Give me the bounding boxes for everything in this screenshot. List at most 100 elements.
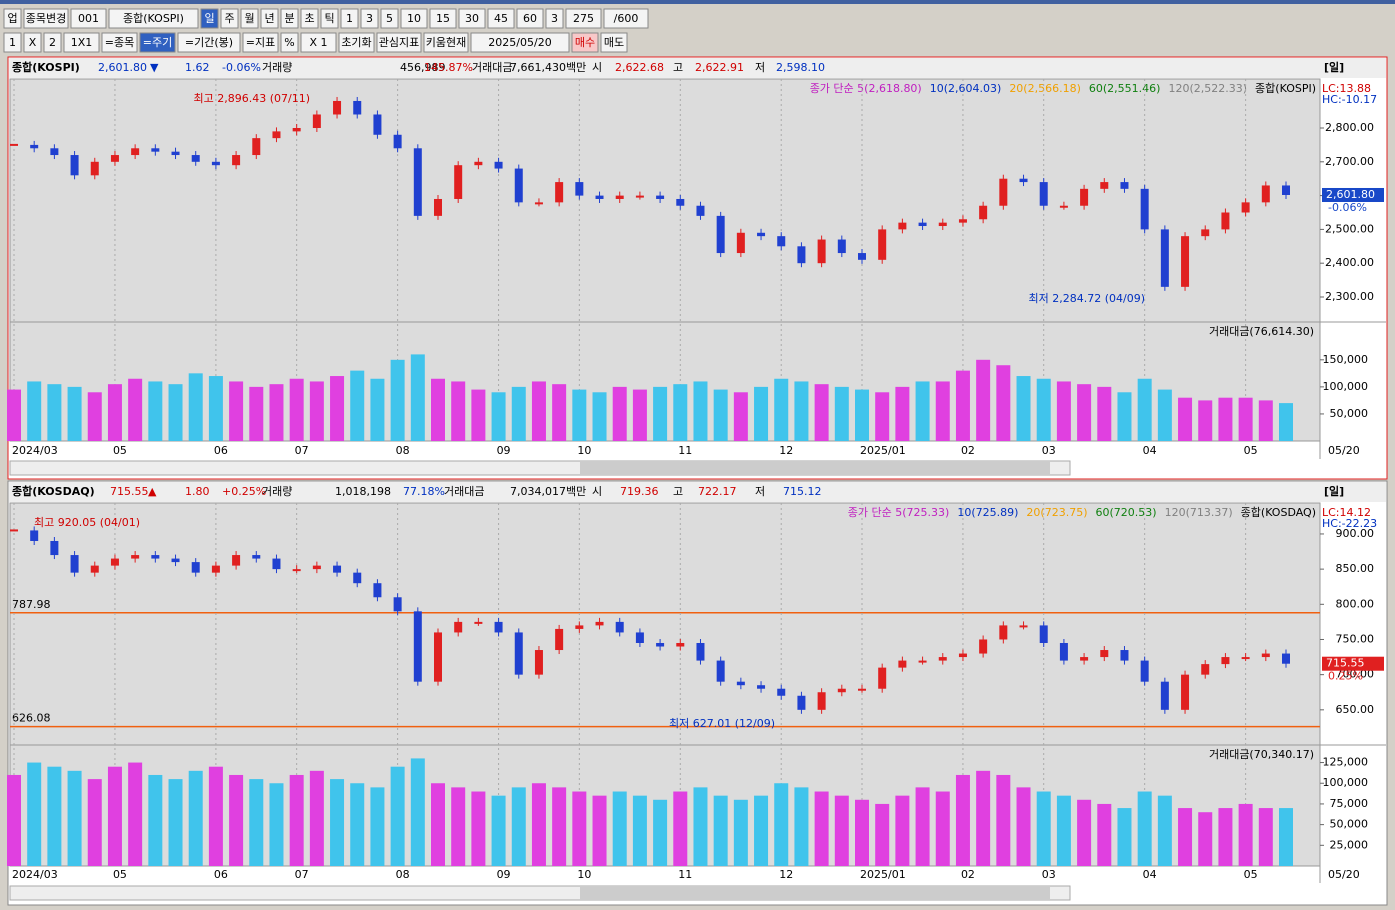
toolbar-button[interactable] bbox=[603, 8, 649, 29]
scroll-thumb[interactable] bbox=[580, 887, 1050, 899]
volume-bar bbox=[875, 392, 890, 441]
scroll-thumb[interactable] bbox=[580, 462, 1050, 474]
toolbar-button[interactable] bbox=[300, 8, 319, 29]
candle bbox=[1059, 642, 1068, 661]
candle bbox=[676, 642, 685, 647]
toolbar-button[interactable] bbox=[300, 32, 337, 53]
candle bbox=[292, 128, 301, 132]
volume-bar bbox=[289, 774, 304, 866]
toolbar-button[interactable] bbox=[545, 8, 564, 29]
volume-bar bbox=[754, 795, 769, 866]
volume-bar bbox=[1218, 808, 1233, 866]
toolbar-button[interactable] bbox=[380, 8, 399, 29]
header-item: ▲ bbox=[148, 485, 157, 498]
toolbar-button[interactable] bbox=[3, 32, 22, 53]
toolbar-button[interactable] bbox=[516, 8, 544, 29]
volume-bar bbox=[1218, 397, 1233, 441]
candle bbox=[555, 182, 564, 203]
toolbar-button[interactable] bbox=[200, 8, 219, 29]
volume-bar bbox=[693, 381, 708, 441]
volume-bar bbox=[451, 787, 466, 866]
toolbar-button[interactable] bbox=[423, 32, 469, 53]
candle bbox=[514, 632, 523, 675]
candle bbox=[312, 114, 321, 129]
toolbar-button[interactable] bbox=[376, 32, 422, 53]
candle bbox=[272, 558, 281, 570]
volume-bar bbox=[733, 392, 748, 441]
toolbar-button[interactable] bbox=[340, 8, 359, 29]
x-tick-label: 06 bbox=[214, 444, 228, 457]
candle bbox=[1120, 182, 1129, 189]
toolbar-button[interactable] bbox=[101, 32, 138, 53]
x-tick-label: 02 bbox=[961, 444, 975, 457]
volume-legend: 거래대금(70,340.17) bbox=[1209, 748, 1314, 761]
header-item: 715.12 bbox=[783, 485, 822, 498]
toolbar-button[interactable] bbox=[139, 32, 176, 53]
toolbar-button[interactable] bbox=[242, 32, 279, 53]
candle bbox=[1019, 178, 1028, 183]
header-item: 456,989 bbox=[400, 61, 446, 74]
toolbar-button[interactable] bbox=[63, 32, 100, 53]
volume-bar bbox=[814, 384, 829, 441]
toolbar-button[interactable] bbox=[280, 32, 299, 53]
toolbar-button[interactable] bbox=[458, 8, 486, 29]
toolbar-button[interactable] bbox=[108, 8, 199, 29]
toolbar-button[interactable] bbox=[177, 32, 241, 53]
header-item: 시 bbox=[592, 61, 602, 74]
toolbar-button[interactable] bbox=[23, 32, 42, 53]
toolbar-button[interactable] bbox=[3, 8, 22, 29]
toolbar-button[interactable] bbox=[320, 8, 339, 29]
toolbar-button[interactable] bbox=[43, 32, 62, 53]
toolbar-label: 001 bbox=[78, 12, 99, 25]
volume-bar bbox=[67, 770, 82, 866]
candle bbox=[171, 151, 180, 156]
candle bbox=[858, 688, 866, 691]
toolbar-button[interactable] bbox=[400, 8, 428, 29]
toolbar-label: =지표 bbox=[246, 36, 275, 49]
toolbar-button[interactable] bbox=[487, 8, 515, 29]
volume-bar bbox=[471, 791, 486, 866]
candle bbox=[312, 565, 321, 570]
toolbar-label: 종목변경 bbox=[26, 12, 66, 25]
candle bbox=[393, 134, 402, 149]
toolbar-button[interactable] bbox=[571, 32, 599, 53]
candle bbox=[413, 611, 422, 682]
volume-bar bbox=[229, 774, 244, 866]
candle bbox=[878, 229, 887, 260]
toolbar-label: 60 bbox=[523, 12, 537, 25]
toolbar-button[interactable] bbox=[280, 8, 299, 29]
toolbar-button[interactable] bbox=[470, 32, 570, 53]
candle bbox=[211, 565, 220, 573]
volume-bar bbox=[168, 384, 183, 441]
toolbar-button[interactable] bbox=[338, 32, 375, 53]
toolbar-button[interactable] bbox=[240, 8, 259, 29]
toolbar-button[interactable] bbox=[565, 8, 602, 29]
candle bbox=[333, 565, 342, 573]
toolbar-label: 일 bbox=[204, 11, 214, 25]
toolbar-label: 3 bbox=[366, 12, 373, 25]
volume-bar bbox=[531, 783, 546, 866]
toolbar-button[interactable] bbox=[360, 8, 379, 29]
toolbar-button[interactable] bbox=[260, 8, 279, 29]
header-item: 1.80 bbox=[185, 485, 210, 498]
v-tick-label: 50,000 bbox=[1330, 407, 1369, 420]
toolbar-button[interactable] bbox=[70, 8, 107, 29]
candle bbox=[434, 198, 442, 216]
candle bbox=[736, 681, 745, 686]
candle bbox=[494, 161, 503, 169]
toolbar-button[interactable] bbox=[429, 8, 457, 29]
toolbar-button[interactable] bbox=[220, 8, 239, 29]
volume-bar bbox=[431, 783, 445, 866]
y-tick-label: 700.00 bbox=[1336, 668, 1375, 681]
volume-bar bbox=[1198, 812, 1213, 866]
candle bbox=[757, 685, 766, 689]
volume-bar bbox=[1117, 392, 1132, 441]
toolbar-button[interactable] bbox=[23, 8, 69, 29]
x-tick-label: 2025/01 bbox=[860, 444, 906, 457]
x-tick-label: 05 bbox=[1244, 868, 1258, 881]
candle bbox=[110, 155, 119, 162]
legend-item: 종가 단순 5(2,618.80) bbox=[810, 82, 922, 95]
toolbar-label: 매도 bbox=[604, 36, 624, 49]
toolbar-button[interactable] bbox=[600, 32, 628, 53]
